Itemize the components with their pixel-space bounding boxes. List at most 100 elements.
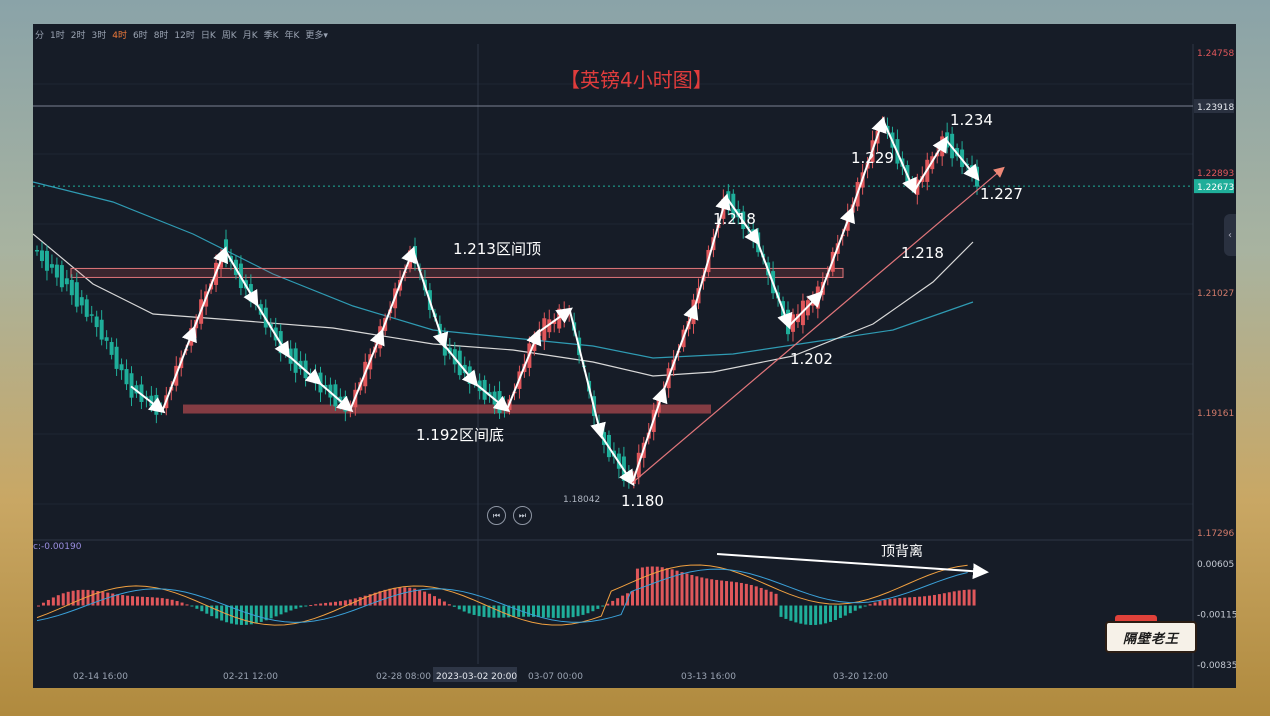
- zigzag-segment: [192, 246, 229, 330]
- macd-bar: [858, 605, 862, 609]
- macd-bar: [368, 594, 372, 606]
- candle-body: [94, 316, 99, 328]
- zigzag-segment: [568, 309, 606, 440]
- y-tick-label: 1.17296: [1197, 529, 1234, 539]
- macd-bar: [309, 605, 313, 607]
- macd-bar: [522, 605, 526, 617]
- macd-bar: [838, 605, 842, 618]
- timeframe-4[interactable]: 4时: [112, 30, 127, 41]
- macd-bar: [116, 594, 120, 606]
- macd-tick-label: -0.00835: [1197, 661, 1236, 671]
- macd-bar: [334, 601, 337, 606]
- y-tick-label: 1.24758: [1197, 49, 1234, 59]
- macd-bar: [759, 587, 763, 606]
- zigzag-segment: [694, 193, 731, 307]
- macd-bar: [269, 605, 273, 619]
- candle-body: [134, 385, 139, 394]
- candle-body: [79, 297, 84, 306]
- timeframe-10[interactable]: 月K: [242, 30, 258, 41]
- macd-bar: [863, 605, 867, 607]
- macd-bar: [437, 598, 441, 606]
- y-tick-label: 1.22893: [1197, 169, 1234, 179]
- timeframe-6[interactable]: 8时: [153, 30, 169, 41]
- prev-nav-icon[interactable]: ⏮: [487, 506, 506, 525]
- timeframe-13[interactable]: 更多▾: [305, 30, 328, 41]
- macd-bar: [319, 603, 323, 606]
- uptrend-line: [631, 166, 1005, 484]
- macd-bar: [472, 605, 476, 615]
- macd-bar: [640, 567, 644, 606]
- macd-bar: [913, 597, 917, 606]
- macd-bar: [289, 605, 293, 611]
- candle-body: [104, 337, 109, 341]
- logo-decoration: [1115, 615, 1157, 622]
- macd-bar: [601, 605, 605, 607]
- timeframe-3[interactable]: 3时: [91, 30, 107, 41]
- timeframe-0[interactable]: 分: [35, 30, 45, 41]
- macd-bar: [442, 601, 446, 606]
- macd-bar: [249, 605, 253, 625]
- timeframe-8[interactable]: 日K: [200, 30, 216, 41]
- x-tick-label: 03-13 16:00: [681, 672, 736, 682]
- macd-bar: [720, 580, 724, 606]
- macd-bar: [586, 605, 590, 614]
- candle-body: [348, 410, 353, 412]
- chart-canvas[interactable]: 1.24758 1.23918 1.22893 1.22673 1.21027 1.191…: [33, 24, 1236, 688]
- macd-dif-line: [36, 564, 968, 626]
- divergence-annotation: 顶背离: [881, 543, 923, 560]
- macd-bar: [502, 605, 506, 618]
- macd-bar: [170, 599, 174, 606]
- macd-bar: [581, 605, 585, 615]
- macd-bar: [91, 590, 95, 606]
- macd-bar: [373, 592, 377, 606]
- macd-bar: [715, 579, 719, 606]
- x-tick-label: 03-07 00:00: [528, 672, 583, 682]
- timeframe-1[interactable]: 1时: [50, 30, 65, 41]
- candle-body: [139, 384, 144, 402]
- macd-bar: [710, 579, 714, 606]
- price-annotation: 1.202: [790, 350, 833, 368]
- macd-bar: [121, 595, 125, 606]
- macd-bar: [571, 605, 575, 618]
- macd-bar: [680, 572, 684, 606]
- macd-bar: [794, 605, 798, 623]
- candle-body: [59, 265, 64, 288]
- timeframe-2[interactable]: 2时: [70, 30, 86, 41]
- macd-bar: [541, 605, 545, 618]
- timeframe-9[interactable]: 周K: [221, 30, 237, 41]
- macd-bar: [700, 577, 704, 606]
- zigzag-segment: [662, 302, 699, 391]
- zigzag-segment: [130, 385, 166, 414]
- macd-tick-label: 0.00605: [1197, 560, 1234, 570]
- range-top-zone: [70, 267, 844, 278]
- zigzag-segment: [506, 328, 542, 410]
- candle-body: [69, 279, 74, 296]
- timeframe-12[interactable]: 年K: [284, 30, 300, 41]
- macd-bar: [294, 605, 298, 609]
- timeframe-7[interactable]: 12时: [174, 30, 195, 41]
- range-bottom-zone: [183, 404, 711, 414]
- price-annotation: 1.229: [851, 149, 894, 167]
- price-annotation: 1.227: [980, 185, 1023, 203]
- candle-body: [44, 250, 49, 271]
- collapse-panel-icon[interactable]: ‹: [1224, 214, 1236, 256]
- timeframe-11[interactable]: 季K: [263, 30, 279, 41]
- timeframe-5[interactable]: 6时: [132, 30, 148, 41]
- macd-bar: [868, 604, 872, 606]
- macd-bar: [111, 593, 115, 606]
- macd-bar: [195, 605, 199, 609]
- macd-bar: [462, 605, 466, 612]
- macd-bar: [749, 585, 753, 606]
- macd-bar: [829, 605, 832, 622]
- logo: 隔壁老王: [1105, 621, 1197, 653]
- candle-body: [84, 299, 89, 317]
- macd-bar: [734, 582, 738, 606]
- macd-bar: [175, 601, 179, 606]
- next-nav-icon[interactable]: ⏭: [513, 506, 532, 525]
- candle-body: [89, 314, 94, 316]
- macd-bar: [101, 591, 105, 606]
- candle-body: [552, 320, 557, 324]
- macd-bar: [155, 597, 159, 606]
- macd-bar: [705, 578, 709, 606]
- candle-body: [99, 319, 104, 340]
